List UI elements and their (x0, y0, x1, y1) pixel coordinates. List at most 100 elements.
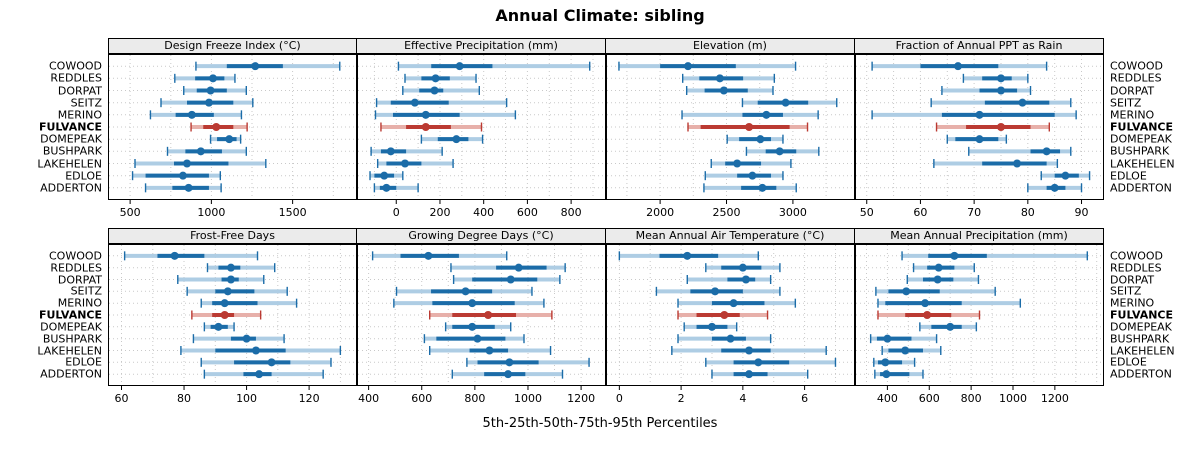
svg-text:70: 70 (967, 206, 981, 219)
station-label: ADDERTON (40, 367, 102, 381)
station-label: EDLOE (1110, 169, 1147, 183)
svg-text:1000: 1000 (197, 206, 225, 219)
station-labels-right: COWOOD REDDLES DORPAT SEITZ MERINO FULVANCE DO… (1104, 54, 1200, 200)
panel-fraction-of-annual-ppt-as-rain: Fraction of Annual PPT as Rain 50 60 70 80 90 (855, 38, 1104, 224)
station-label: BUSHPARK (1110, 332, 1170, 346)
station-label: BUSHPARK (42, 144, 102, 158)
panel-strip-label: Mean Annual Air Temperature (°C) (606, 228, 855, 244)
figure-title: Annual Climate: sibling (495, 6, 705, 25)
svg-text:0: 0 (393, 206, 400, 219)
station-label: FULVANCE (38, 308, 102, 322)
station-label: REDDLES (50, 71, 102, 85)
station-label: SEITZ (1110, 96, 1142, 110)
svg-text:120: 120 (299, 392, 320, 405)
station-label: LAKEHELEN (37, 157, 102, 170)
station-label: LAKEHELEN (1110, 344, 1175, 357)
station-labels-right: COWOOD REDDLES DORPAT SEITZ MERINO FULVANCE DO… (1104, 244, 1200, 386)
svg-text:200: 200 (429, 206, 450, 219)
svg-text:3000: 3000 (779, 206, 807, 219)
station-label: SEITZ (1110, 284, 1142, 298)
svg-text:1200: 1200 (1041, 392, 1069, 405)
station-label: ADDERTON (1110, 181, 1172, 195)
panel-plot: 60 80 100 120 (108, 244, 357, 405)
svg-text:100: 100 (236, 392, 257, 405)
panel-plot: 50 60 70 80 90 (855, 54, 1104, 219)
station-label: FULVANCE (1110, 308, 1174, 322)
svg-text:6: 6 (801, 392, 808, 405)
station-label: DOMEPEAK (1110, 320, 1172, 334)
station-label: DOMEPEAK (40, 320, 102, 334)
station-label: MERINO (1110, 296, 1155, 310)
svg-text:2: 2 (678, 392, 685, 405)
station-label: MERINO (1110, 108, 1155, 122)
panel-elevation-m-: Elevation (m) 2000 2500 3000 (606, 38, 855, 224)
svg-text:80: 80 (177, 392, 191, 405)
station-label: ADDERTON (1110, 367, 1172, 381)
axis-caption: 5th-25th-50th-75th-95th Percentiles (482, 416, 718, 431)
station-label: DOMEPEAK (1110, 132, 1172, 146)
panel-plot: 0 2 4 6 (606, 244, 855, 405)
svg-text:1200: 1200 (567, 392, 595, 405)
svg-text:60: 60 (115, 392, 129, 405)
svg-text:80: 80 (1021, 206, 1035, 219)
svg-text:4: 4 (739, 392, 746, 405)
station-label: COWOOD (1110, 249, 1164, 263)
panel-strip-label: Effective Precipitation (mm) (357, 38, 606, 54)
station-label: LAKEHELEN (1110, 157, 1175, 170)
panel-frost-free-days: Frost-Free Days 60 80 100 120 (108, 228, 357, 410)
station-label: ADDERTON (40, 181, 102, 195)
station-label: EDLOE (65, 355, 102, 369)
station-label: FULVANCE (38, 120, 102, 134)
panel-strip-label: Mean Annual Precipitation (mm) (855, 228, 1104, 244)
svg-text:90: 90 (1075, 206, 1089, 219)
station-label: MERINO (57, 108, 102, 122)
station-label: REDDLES (50, 261, 102, 275)
panel-plot: 500 1000 1500 (108, 54, 357, 219)
panel-mean-annual-precipitation-mm-: Mean Annual Precipitation (mm) 400 600 800 1… (855, 228, 1104, 410)
station-label: BUSHPARK (1110, 144, 1170, 158)
panel-strip-label: Growing Degree Days (°C) (357, 228, 606, 244)
svg-text:0: 0 (616, 392, 623, 405)
panel-plot: 400 600 800 1000 1200 (855, 244, 1104, 405)
svg-text:1500: 1500 (279, 206, 307, 219)
panel-strip-label: Design Freeze Index (°C) (108, 38, 357, 54)
panel-strip-label: Frost-Free Days (108, 228, 357, 244)
svg-text:800: 800 (961, 392, 982, 405)
station-label: EDLOE (65, 169, 102, 183)
station-label: REDDLES (1110, 261, 1162, 275)
svg-text:500: 500 (120, 206, 141, 219)
station-label: COWOOD (1110, 59, 1164, 73)
svg-text:2000: 2000 (646, 206, 674, 219)
station-label: BUSHPARK (42, 332, 102, 346)
svg-text:800: 800 (464, 392, 485, 405)
panel-growing-degree-days-c-: Growing Degree Days (°C) 400 600 800 1000 120… (357, 228, 606, 410)
station-label: DORPAT (1110, 273, 1155, 286)
svg-text:400: 400 (473, 206, 494, 219)
panel-plot: 0 200 400 600 800 (357, 54, 606, 219)
station-label: FULVANCE (1110, 120, 1174, 134)
station-labels-left: COWOOD REDDLES DORPAT SEITZ MERINO FULVANCE DO… (0, 54, 108, 200)
panel-design-freeze-index-c-: Design Freeze Index (°C) 500 1000 1500 (108, 38, 357, 224)
svg-text:400: 400 (358, 392, 379, 405)
station-label: MERINO (57, 296, 102, 310)
svg-text:50: 50 (860, 206, 874, 219)
panel-effective-precipitation-mm-: Effective Precipitation (mm) 0 200 400 600 80… (357, 38, 606, 224)
station-label: EDLOE (1110, 355, 1147, 369)
station-label: COWOOD (48, 249, 102, 263)
svg-text:600: 600 (411, 392, 432, 405)
station-label: SEITZ (70, 284, 102, 298)
panel-strip-label: Fraction of Annual PPT as Rain (855, 38, 1104, 54)
station-label: LAKEHELEN (37, 344, 102, 357)
station-label: DORPAT (57, 273, 102, 286)
station-label: COWOOD (48, 59, 102, 73)
panel-mean-annual-air-temperature-c-: Mean Annual Air Temperature (°C) 0 2 4 6 (606, 228, 855, 410)
svg-text:600: 600 (517, 206, 538, 219)
station-label: REDDLES (1110, 71, 1162, 85)
svg-text:400: 400 (877, 392, 898, 405)
station-label: SEITZ (70, 96, 102, 110)
svg-text:800: 800 (561, 206, 582, 219)
station-label: DORPAT (1110, 84, 1155, 97)
svg-text:1000: 1000 (999, 392, 1027, 405)
svg-text:2500: 2500 (713, 206, 741, 219)
